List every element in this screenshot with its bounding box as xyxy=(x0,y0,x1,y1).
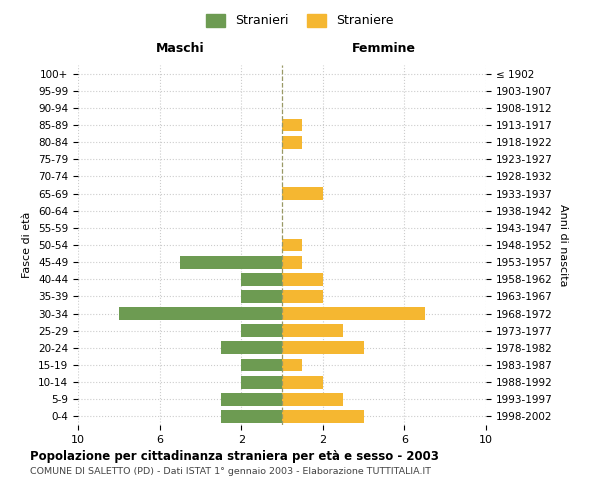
Bar xyxy=(282,358,302,372)
Bar xyxy=(241,273,282,285)
Bar xyxy=(221,342,282,354)
Bar xyxy=(282,290,323,303)
Y-axis label: Fasce di età: Fasce di età xyxy=(22,212,32,278)
Text: COMUNE DI SALETTO (PD) - Dati ISTAT 1° gennaio 2003 - Elaborazione TUTTITALIA.IT: COMUNE DI SALETTO (PD) - Dati ISTAT 1° g… xyxy=(30,468,431,476)
Bar xyxy=(282,324,343,337)
Bar xyxy=(282,410,364,423)
Bar xyxy=(221,393,282,406)
Bar xyxy=(241,290,282,303)
Text: Femmine: Femmine xyxy=(352,42,416,54)
Bar xyxy=(282,187,323,200)
Text: Popolazione per cittadinanza straniera per età e sesso - 2003: Popolazione per cittadinanza straniera p… xyxy=(30,450,439,463)
Bar xyxy=(282,238,302,252)
Bar xyxy=(221,410,282,423)
Bar xyxy=(282,307,425,320)
Bar xyxy=(241,376,282,388)
Bar xyxy=(282,118,302,132)
Bar xyxy=(282,342,364,354)
Bar xyxy=(119,307,282,320)
Bar xyxy=(282,376,323,388)
Bar xyxy=(282,393,343,406)
Legend: Stranieri, Straniere: Stranieri, Straniere xyxy=(202,8,398,32)
Bar xyxy=(282,136,302,148)
Bar xyxy=(282,256,302,268)
Y-axis label: Anni di nascita: Anni di nascita xyxy=(558,204,568,286)
Bar xyxy=(282,273,323,285)
Bar xyxy=(180,256,282,268)
Bar xyxy=(241,324,282,337)
Text: Maschi: Maschi xyxy=(155,42,205,54)
Bar xyxy=(241,358,282,372)
